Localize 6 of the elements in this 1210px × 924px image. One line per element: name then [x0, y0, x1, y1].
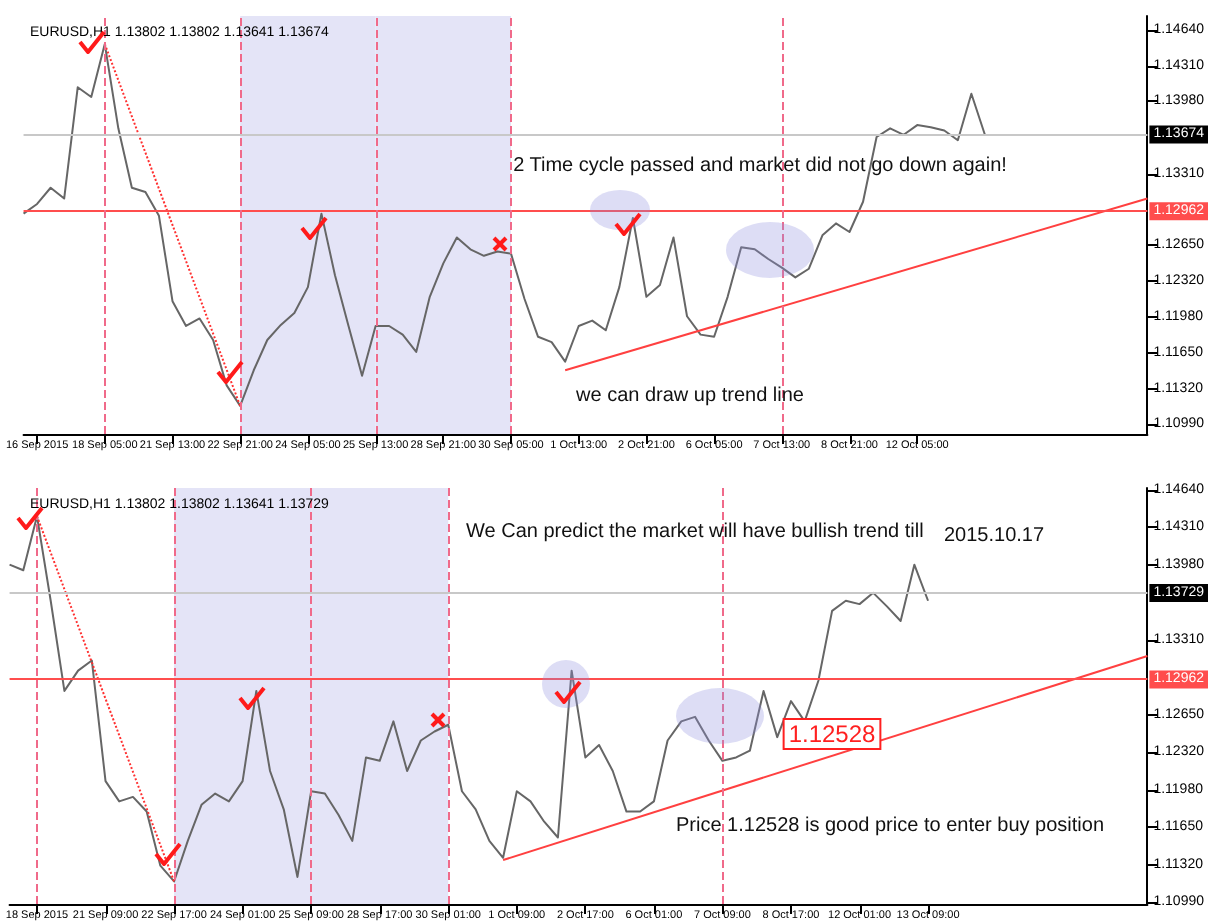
annotation: 2 Time cycle passed and market did not go down again! [513, 155, 1007, 177]
annotation: we can draw up trend line [574, 385, 805, 407]
annotation: 1.12528 [788, 720, 877, 748]
annotation: Price 1.12528 is good price to enter buy position [675, 815, 1105, 837]
annotation: We Can predict the market will have bullish trend till [466, 521, 924, 543]
annotation: 2015.10.17 [944, 525, 1045, 547]
